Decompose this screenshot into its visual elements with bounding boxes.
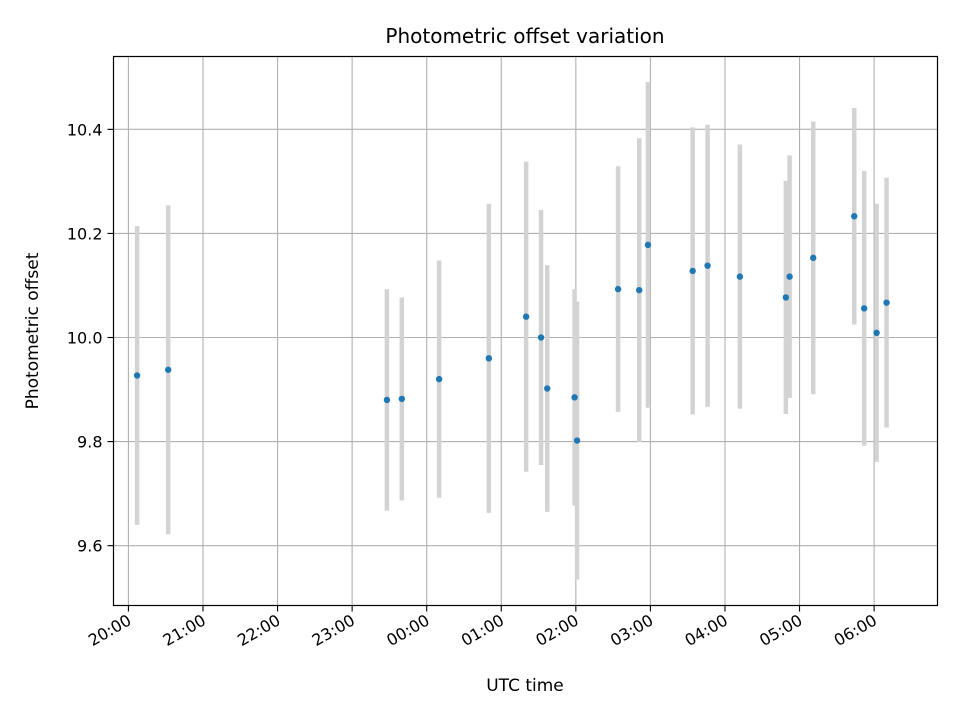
data-point [636,286,643,294]
data-point [522,313,530,320]
y-tick-label: 9.8 [77,433,102,452]
data-point [883,299,890,306]
data-point [571,394,578,401]
data-point [860,305,868,312]
data-point [544,385,551,392]
data-point [383,396,391,404]
plot-frame [112,55,939,607]
data-point [851,213,858,220]
data-point [644,241,652,249]
y-tick-label: 10.4 [67,120,103,139]
data-point [614,285,622,293]
data-point [133,372,141,379]
data-point [786,273,793,280]
y-axis-title: Photometric offset [23,252,43,409]
x-axis-title: UTC time [486,676,564,696]
data-point [435,375,443,383]
data-point [689,267,696,275]
data-points [133,213,890,444]
y-tick-label: 10.2 [67,224,103,243]
y-axis-ticks: 9.6 9.8 10.0 10.2 10.4 [67,120,114,556]
data-point [164,366,172,373]
data-point [873,329,880,337]
data-point [810,254,817,262]
y-tick-label: 9.6 [77,537,102,556]
data-point [782,294,790,301]
chart-title: Photometric offset variation [385,24,664,48]
data-point [485,355,493,362]
data-point [736,273,744,280]
y-tick-label: 10.0 [67,329,103,348]
data-point [573,437,581,444]
data-point [398,395,406,403]
data-point [704,262,711,269]
data-point [537,334,545,341]
